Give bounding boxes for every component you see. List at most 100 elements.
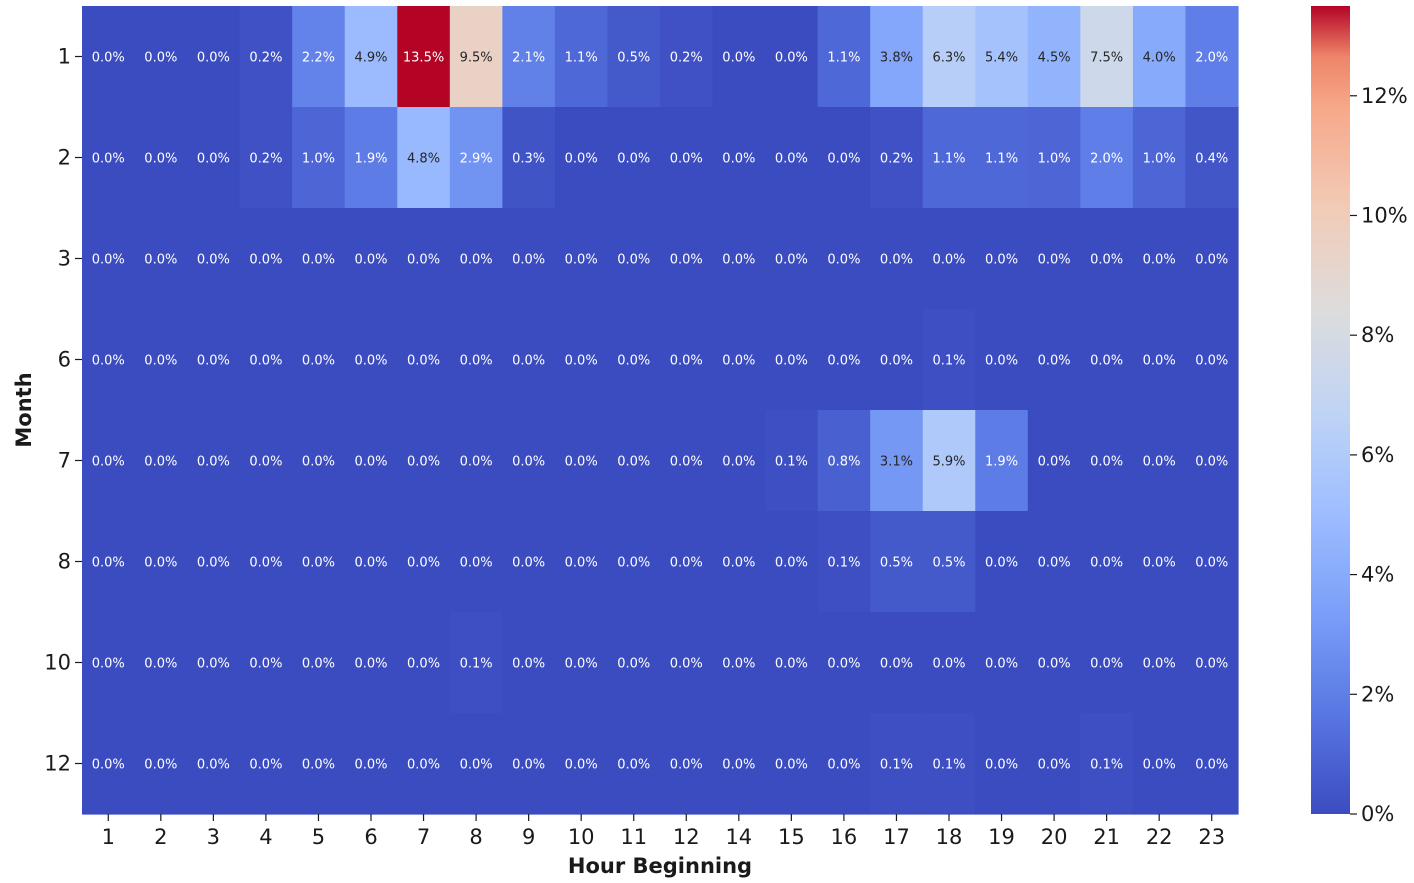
cell-value-label: 0.0% xyxy=(144,354,177,369)
heatmap-cell xyxy=(660,309,714,411)
heatmap-cell xyxy=(554,612,609,714)
heatmap-cell xyxy=(660,713,714,815)
heatmap-cell xyxy=(397,6,451,108)
heatmap-cell xyxy=(239,6,293,108)
heatmap-cell xyxy=(449,309,503,411)
heatmap-cell xyxy=(239,612,293,714)
heatmap-cell xyxy=(712,713,766,815)
heatmap-cell xyxy=(660,612,714,714)
heatmap-cell xyxy=(1027,6,1081,108)
heatmap-cell xyxy=(449,107,503,209)
cell-value-label: 0.0% xyxy=(407,253,440,268)
cell-value-label: 0.0% xyxy=(880,253,913,268)
heatmap-cell xyxy=(344,107,398,209)
cell-value-label: 13.5% xyxy=(403,51,444,66)
heatmap-cell xyxy=(975,713,1029,815)
cell-value-label: 0.0% xyxy=(512,354,545,369)
heatmap-cell xyxy=(187,107,241,209)
heatmap-cell xyxy=(82,511,136,613)
cell-value-label: 0.0% xyxy=(617,354,650,369)
cell-value-label: 0.0% xyxy=(302,758,335,773)
x-tick-label: 7 xyxy=(417,825,430,849)
y-tick-label: 8 xyxy=(58,550,71,574)
heatmap-cell xyxy=(187,511,241,613)
y-axis-title: Month xyxy=(12,372,36,447)
heatmap-cell xyxy=(187,208,241,310)
cell-value-label: 0.0% xyxy=(827,253,860,268)
cell-value-label: 0.0% xyxy=(985,758,1018,773)
cell-value-label: 0.0% xyxy=(407,455,440,470)
cell-value-label: 0.0% xyxy=(92,253,125,268)
heatmap-cell xyxy=(975,107,1029,209)
heatmap-cell xyxy=(712,511,766,613)
heatmap-cell xyxy=(922,208,976,310)
heatmap-cell xyxy=(1027,511,1081,613)
cell-value-label: 0.0% xyxy=(197,657,230,672)
heatmap-cell xyxy=(344,713,398,815)
heatmap-cell xyxy=(292,6,346,108)
cell-value-label: 0.0% xyxy=(1090,354,1123,369)
heatmap-cell xyxy=(817,612,871,714)
heatmap-cell xyxy=(765,713,819,815)
cell-value-label: 0.0% xyxy=(460,758,493,773)
heatmap-cell xyxy=(870,6,924,108)
cell-value-label: 0.0% xyxy=(722,354,755,369)
cell-value-label: 0.0% xyxy=(1090,657,1123,672)
heatmap-cell xyxy=(817,6,871,108)
cell-value-label: 0.0% xyxy=(1143,657,1176,672)
cell-value-label: 0.0% xyxy=(92,152,125,167)
cell-value-label: 0.0% xyxy=(775,556,808,571)
heatmap-cell xyxy=(554,208,609,310)
cell-value-label: 0.0% xyxy=(775,354,808,369)
x-tick-label: 23 xyxy=(1198,825,1225,849)
heatmap-cell xyxy=(239,410,293,512)
x-tick-label: 8 xyxy=(469,825,482,849)
cell-value-label: 3.8% xyxy=(880,51,913,66)
heatmap-cell xyxy=(449,410,503,512)
heatmap-cell xyxy=(975,309,1029,411)
heatmap-cell xyxy=(82,6,136,108)
cell-value-label: 0.0% xyxy=(197,51,230,66)
heatmap-cell xyxy=(292,107,346,209)
cell-value-label: 0.0% xyxy=(617,253,650,268)
cell-value-label: 3.1% xyxy=(880,455,913,470)
cell-value-label: 0.0% xyxy=(354,556,387,571)
heatmap-cell xyxy=(397,612,451,714)
cell-value-label: 2.9% xyxy=(460,152,493,167)
cell-value-label: 0.0% xyxy=(1195,556,1228,571)
cell-value-label: 0.0% xyxy=(249,758,282,773)
cell-value-label: 0.0% xyxy=(722,152,755,167)
heatmap-cell xyxy=(1080,6,1134,108)
cell-value-label: 0.0% xyxy=(1038,354,1071,369)
heatmap-cell xyxy=(607,6,661,108)
cell-value-label: 7.5% xyxy=(1090,51,1123,66)
heatmap-cell xyxy=(292,208,346,310)
x-tick-label: 3 xyxy=(207,825,220,849)
heatmap-cell xyxy=(292,410,346,512)
cell-value-label: 0.0% xyxy=(302,354,335,369)
heatmap-cell xyxy=(1132,612,1187,714)
cell-value-label: 0.0% xyxy=(354,455,387,470)
cell-value-label: 0.0% xyxy=(565,354,598,369)
cell-value-label: 1.1% xyxy=(932,152,965,167)
cell-value-label: 0.0% xyxy=(670,556,703,571)
cell-value-label: 0.0% xyxy=(197,152,230,167)
heatmap-cell xyxy=(292,511,346,613)
cell-value-label: 0.0% xyxy=(565,758,598,773)
heatmap-cell xyxy=(397,208,451,310)
heatmap-cell xyxy=(922,511,976,613)
heatmap-cell xyxy=(134,6,188,108)
heatmap-cells xyxy=(82,6,1239,815)
cell-value-label: 0.0% xyxy=(670,253,703,268)
cell-value-label: 0.0% xyxy=(617,556,650,571)
cell-value-label: 0.0% xyxy=(880,657,913,672)
x-tick-label: 19 xyxy=(988,825,1015,849)
cell-value-label: 0.0% xyxy=(932,253,965,268)
cell-value-label: 0.3% xyxy=(512,152,545,167)
colorbar-tick-label: 8% xyxy=(1361,323,1394,347)
heatmap-cell xyxy=(502,107,556,209)
cell-value-label: 0.0% xyxy=(670,758,703,773)
heatmap-cell xyxy=(502,309,556,411)
heatmap-cell xyxy=(134,713,188,815)
cell-value-label: 0.0% xyxy=(1195,657,1228,672)
